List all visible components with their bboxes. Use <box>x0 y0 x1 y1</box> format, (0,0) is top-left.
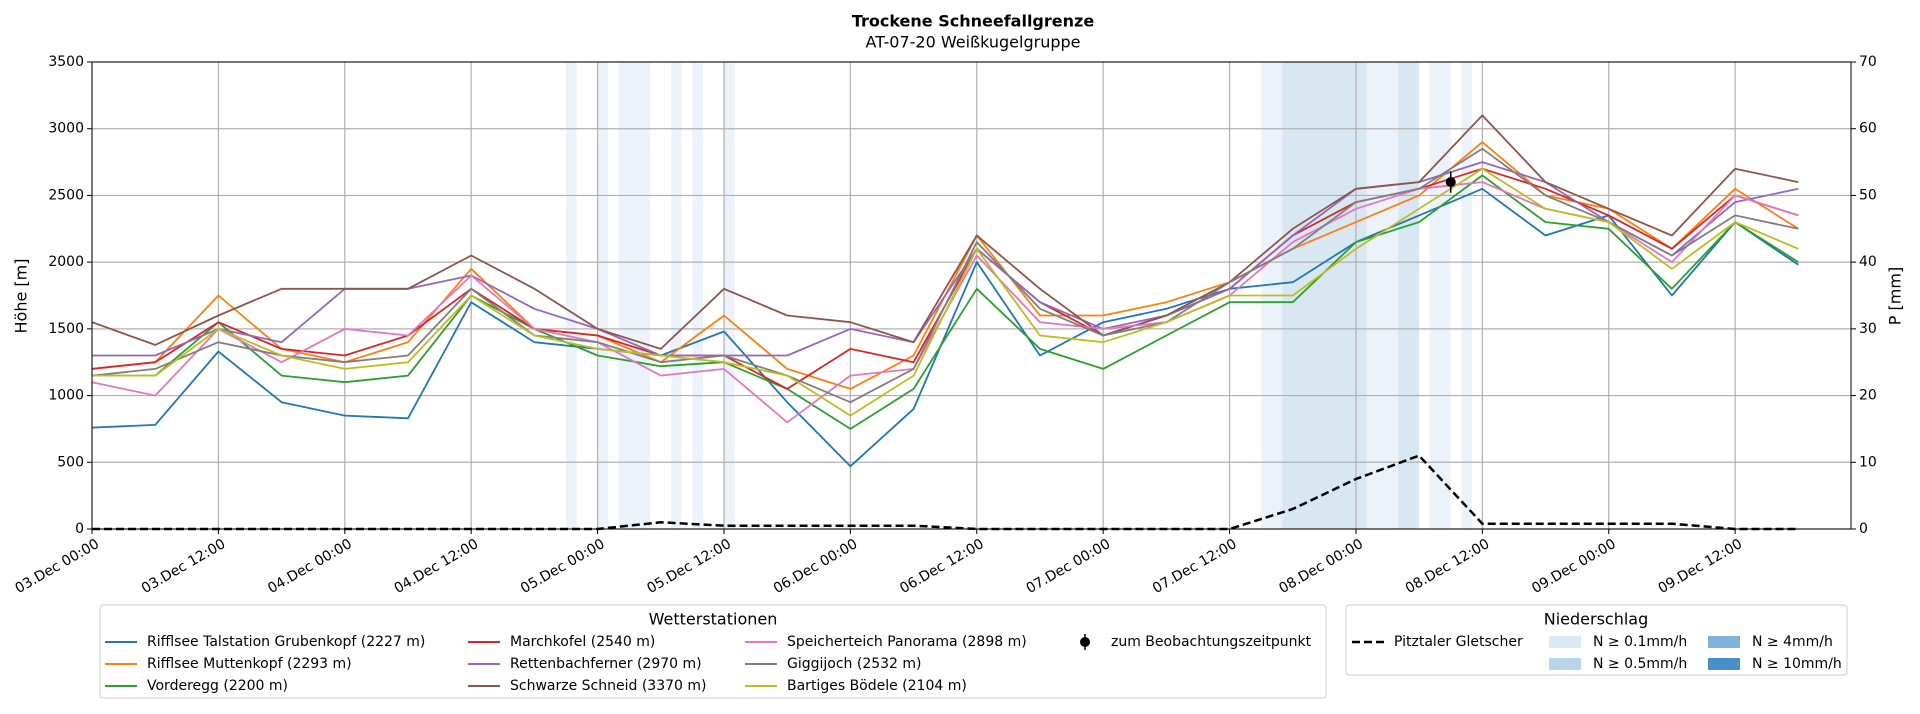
series-line <box>92 161 1799 357</box>
y2-tick-label: 0 <box>1859 521 1868 537</box>
series-line <box>91 114 1799 350</box>
y-tick-label: 0 <box>75 521 84 537</box>
legend-label: Schwarze Schneid (3370 m) <box>510 678 706 694</box>
observation-point <box>1445 177 1456 188</box>
x-tick-label: 07.Dec 00:00 <box>1024 536 1114 597</box>
x-tick-label: 04.Dec 00:00 <box>265 536 355 597</box>
series-line <box>91 147 1799 404</box>
legend-label: Marchkofel (2540 m) <box>510 634 655 650</box>
precip-band <box>618 62 651 529</box>
x-tick-label: 09.Dec 00:00 <box>1529 536 1619 597</box>
precip-band <box>1461 62 1472 529</box>
chart-subtitle: AT-07-20 Weißkugelgruppe <box>866 33 1081 52</box>
legend-swatch <box>1708 658 1740 670</box>
legend-label: Pitztaler Gletscher <box>1394 634 1523 650</box>
x-tick-label: 08.Dec 00:00 <box>1276 536 1366 597</box>
x-tick-label: 04.Dec 12:00 <box>392 536 482 597</box>
x-tick-label: 06.Dec 00:00 <box>771 536 861 597</box>
precip-band <box>1282 62 1367 529</box>
precip-band <box>671 62 682 529</box>
y2-tick-label: 30 <box>1859 321 1877 337</box>
x-tick-label: 03.Dec 00:00 <box>12 536 102 597</box>
legend-label: N ≥ 4mm/h <box>1752 634 1833 650</box>
x-tick-label: 07.Dec 12:00 <box>1150 536 1240 597</box>
legend-label: Rifflsee Muttenkopf (2293 m) <box>147 656 352 672</box>
legend-swatch <box>1549 636 1581 648</box>
y-tick-label: 1500 <box>48 321 84 337</box>
legend-box <box>99 604 1327 699</box>
legend-label: Rettenbachferner (2970 m) <box>510 656 702 672</box>
series-line <box>92 167 1799 417</box>
chart-title: Trockene Schneefallgrenze <box>852 12 1095 31</box>
legend-label: N ≥ 0.5mm/h <box>1593 656 1687 672</box>
legend-box <box>1345 604 1848 676</box>
precip-band <box>692 62 703 529</box>
y-tick-label: 2500 <box>48 187 84 203</box>
x-tick-label: 05.Dec 12:00 <box>644 536 734 597</box>
legend-label: Rifflsee Talstation Grubenkopf (2227 m) <box>147 634 425 650</box>
precip-band <box>1366 62 1399 529</box>
precip-band <box>597 62 609 529</box>
legend-label: Giggijoch (2532 m) <box>787 656 922 672</box>
precip-band <box>723 62 735 529</box>
legend-label: Bartiges Bödele (2104 m) <box>787 678 967 694</box>
plot-frame <box>91 61 1852 530</box>
y2-tick-label: 50 <box>1859 187 1877 203</box>
precip-band <box>1398 62 1420 529</box>
series-line <box>91 187 1799 468</box>
y-tick-label: 3000 <box>48 121 84 137</box>
y-axis-label: Höhe [m] <box>12 259 31 334</box>
legend-swatch <box>1549 658 1581 670</box>
x-tick-label: 05.Dec 00:00 <box>518 536 608 597</box>
legend-label: zum Beobachtungszeitpunkt <box>1111 634 1312 650</box>
y-tick-label: 500 <box>57 454 84 470</box>
legend-label: Speicherteich Panorama (2898 m) <box>787 634 1027 650</box>
legend-title: Wetterstationen <box>649 610 778 629</box>
x-tick-label: 09.Dec 12:00 <box>1656 536 1746 597</box>
y-tick-label: 3500 <box>48 54 84 70</box>
y2-tick-label: 60 <box>1859 121 1877 137</box>
precip-band <box>1429 62 1451 529</box>
legend-title: Niederschlag <box>1544 610 1649 629</box>
precip-line <box>92 454 1799 531</box>
y2-tick-label: 10 <box>1859 454 1877 470</box>
y-tick-label: 1000 <box>48 388 84 404</box>
y2-axis-label: P [mm] <box>1886 267 1905 325</box>
series-line <box>91 181 1799 424</box>
y2-tick-label: 40 <box>1859 254 1877 270</box>
x-tick-label: 03.Dec 12:00 <box>139 536 229 597</box>
x-tick-label: 06.Dec 12:00 <box>897 536 987 597</box>
legend-swatch <box>1080 637 1090 647</box>
legend-label: Vorderegg (2200 m) <box>147 678 288 694</box>
series-line <box>91 167 1799 390</box>
x-tick-label: 08.Dec 12:00 <box>1403 536 1493 597</box>
legend-label: N ≥ 10mm/h <box>1752 656 1842 672</box>
precip-band <box>565 62 577 529</box>
y-tick-label: 2000 <box>48 254 84 270</box>
series-line <box>92 174 1799 430</box>
y2-tick-label: 70 <box>1859 54 1877 70</box>
legend-label: N ≥ 0.1mm/h <box>1593 634 1687 650</box>
legend-swatch <box>1708 636 1740 648</box>
y2-tick-label: 20 <box>1859 388 1877 404</box>
